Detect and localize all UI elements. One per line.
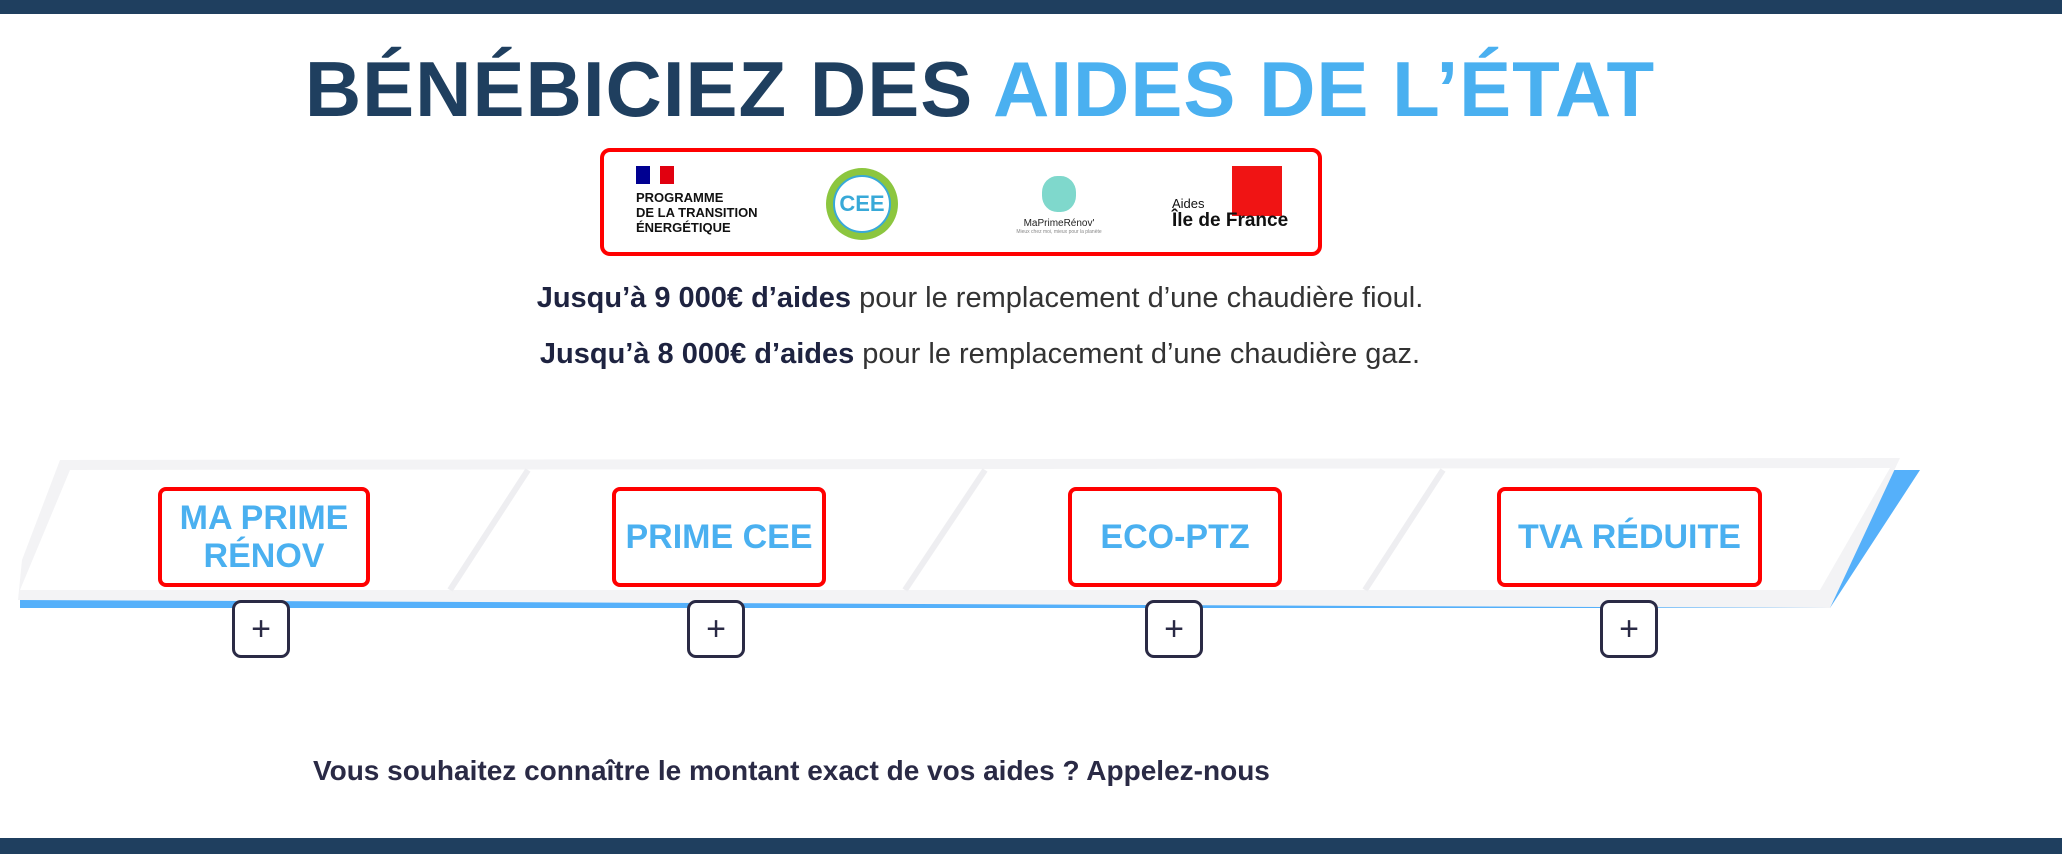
aids-band bbox=[18, 458, 1920, 608]
expand-ma-prime-renov-button[interactable]: + bbox=[232, 600, 290, 658]
partner-logos: PROGRAMME DE LA TRANSITION ÉNERGÉTIQUE CEE… bbox=[600, 148, 1322, 256]
ile-de-france-logo: Aides Île de France bbox=[1172, 166, 1312, 266]
expand-tva-reduite-button[interactable]: + bbox=[1600, 600, 1658, 658]
aid-prime-cee[interactable]: PRIME CEE bbox=[612, 487, 826, 587]
idf-map-icon bbox=[1232, 166, 1282, 216]
top-bar bbox=[0, 0, 2062, 14]
maprimerenov-logo: MaPrimeRénov' Mieux chez moi, mieux pour … bbox=[1004, 162, 1114, 262]
bottom-bar bbox=[0, 838, 2062, 854]
programme-transition-logo: PROGRAMME DE LA TRANSITION ÉNERGÉTIQUE bbox=[636, 166, 758, 266]
french-flag-icon bbox=[636, 166, 758, 184]
aid-tva-reduite[interactable]: TVA RÉDUITE bbox=[1497, 487, 1762, 587]
band-separators bbox=[447, 468, 1446, 592]
house-icon bbox=[1042, 176, 1076, 212]
call-to-action[interactable]: Vous souhaitez connaître le montant exac… bbox=[313, 755, 1270, 786]
aid-line-fioul: Jusqu’à 9 000€ d’aides pour le remplacem… bbox=[536, 282, 1424, 314]
aid-line-gaz: Jusqu’à 8 000€ d’aides pour le remplacem… bbox=[539, 338, 1421, 370]
cee-logo: CEE bbox=[826, 168, 898, 240]
expand-eco-ptz-button[interactable]: + bbox=[1145, 600, 1203, 658]
page-title: BÉNÉBICIEZ DES AIDES DE L’ÉTAT bbox=[304, 45, 1656, 133]
aid-ma-prime-renov[interactable]: MA PRIME RÉNOV bbox=[158, 487, 370, 587]
expand-prime-cee-button[interactable]: + bbox=[687, 600, 745, 658]
aid-eco-ptz[interactable]: ECO-PTZ bbox=[1068, 487, 1282, 587]
